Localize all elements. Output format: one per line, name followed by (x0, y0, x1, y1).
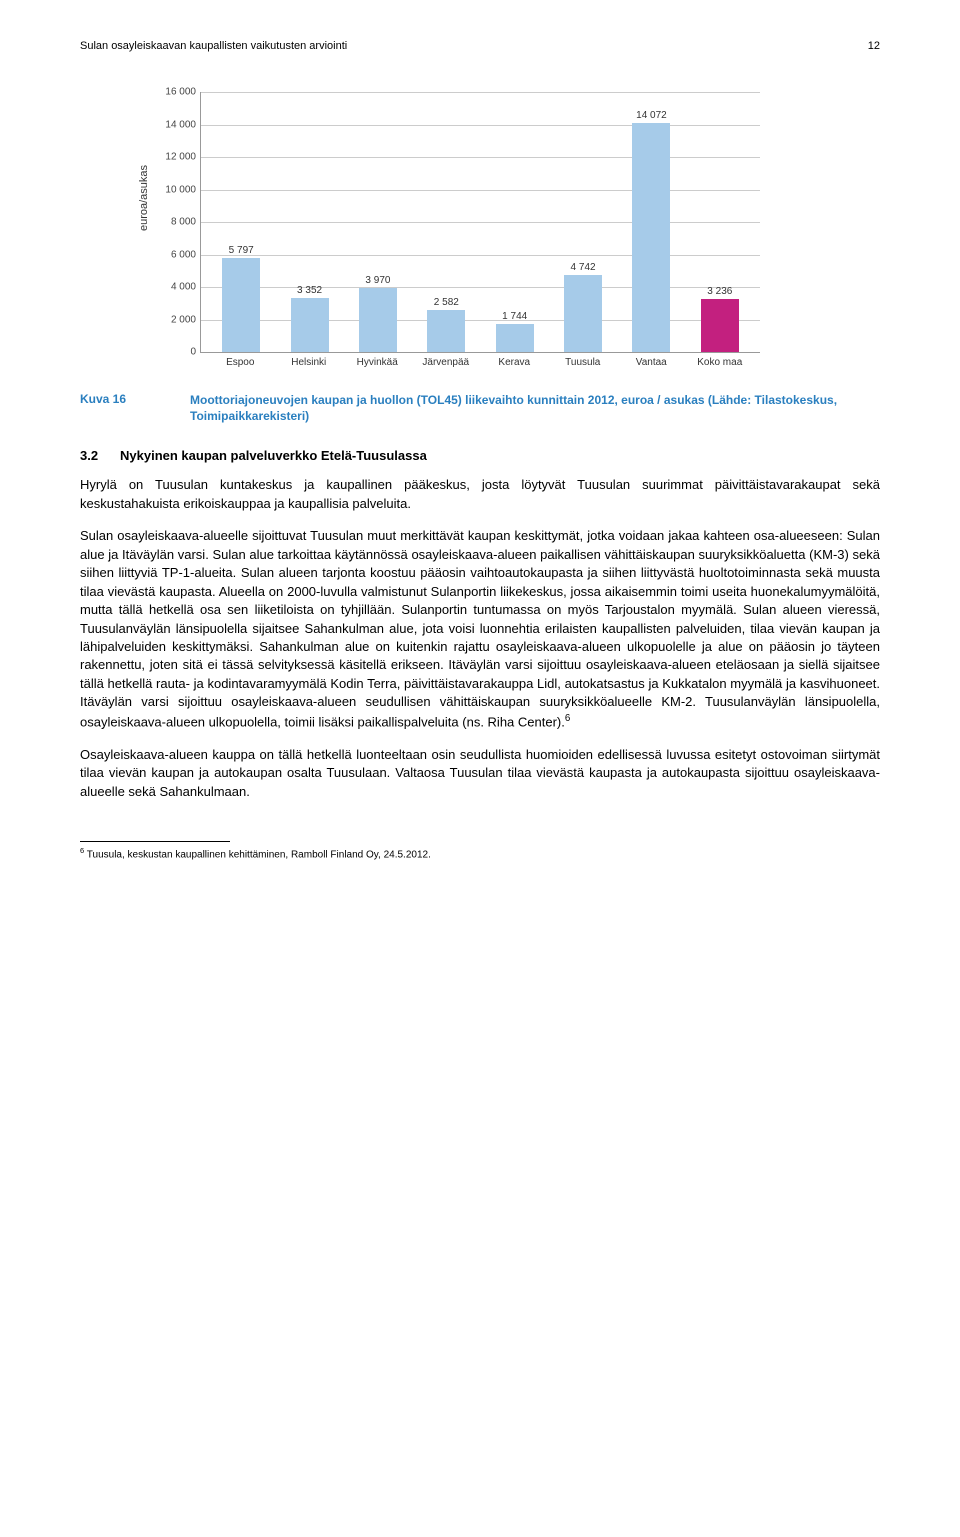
chart-plot-area: euroa/asukas 02 0004 0006 0008 00010 000… (200, 92, 760, 353)
chart-x-tick: Espoo (206, 357, 275, 368)
chart-bar (222, 258, 260, 352)
chart-y-title: euroa/asukas (138, 165, 150, 231)
header-pagenum: 12 (868, 40, 880, 52)
figure-caption-label: Kuva 16 (80, 392, 190, 424)
chart-bar-slot: 1 744 (481, 92, 549, 352)
section-title: Nykyinen kaupan palveluverkko Etelä-Tuus… (120, 448, 427, 463)
chart-bar-slot: 3 352 (275, 92, 343, 352)
paragraph-2: Sulan osayleiskaava-alueelle sijoittuvat… (80, 527, 880, 731)
chart-x-axis: EspooHelsinkiHyvinkääJärvenpääKeravaTuus… (200, 353, 760, 368)
page-header: Sulan osayleiskaavan kaupallisten vaikut… (80, 40, 880, 52)
chart-y-tick: 0 (151, 347, 196, 358)
figure-caption: Kuva 16 Moottoriajoneuvojen kaupan ja hu… (80, 392, 880, 424)
chart-y-tick: 8 000 (151, 217, 196, 228)
chart-y-axis: 02 0004 0006 0008 00010 00012 00014 0001… (151, 92, 196, 352)
chart-x-tick: Koko maa (686, 357, 755, 368)
footnote-text: Tuusula, keskustan kaupallinen kehittämi… (84, 849, 431, 860)
chart-bar-slot: 3 236 (686, 92, 754, 352)
chart-y-tick: 10 000 (151, 184, 196, 195)
footnote: 6 Tuusula, keskustan kaupallinen kehittä… (80, 846, 880, 860)
chart-y-tick: 14 000 (151, 119, 196, 130)
figure-caption-text: Moottoriajoneuvojen kaupan ja huollon (T… (190, 392, 880, 424)
chart-x-tick: Vantaa (617, 357, 686, 368)
chart-x-tick: Järvenpää (412, 357, 481, 368)
chart-bar-value-label: 3 970 (365, 275, 390, 286)
chart-bar (701, 299, 739, 352)
chart-x-tick: Helsinki (275, 357, 344, 368)
chart-bar (427, 310, 465, 352)
chart-bar-slot: 14 072 (617, 92, 685, 352)
chart-y-tick: 2 000 (151, 314, 196, 325)
paragraph-3: Osayleiskaava-alueen kauppa on tällä het… (80, 746, 880, 801)
chart-bar-value-label: 5 797 (229, 245, 254, 256)
header-title: Sulan osayleiskaavan kaupallisten vaikut… (80, 40, 347, 52)
section-number: 3.2 (80, 448, 120, 463)
chart-bar (632, 123, 670, 352)
chart-y-tick: 6 000 (151, 249, 196, 260)
chart-bar (291, 298, 329, 352)
chart-bar-value-label: 3 352 (297, 285, 322, 296)
chart-bar-value-label: 2 582 (434, 297, 459, 308)
chart-x-tick: Hyvinkää (343, 357, 412, 368)
chart-bars: 5 797 3 352 3 970 2 582 1 744 4 742 14 072 3 23… (201, 92, 760, 352)
paragraph-1: Hyrylä on Tuusulan kuntakeskus ja kaupal… (80, 476, 880, 513)
chart-bar-value-label: 4 742 (571, 262, 596, 273)
paragraph-2-text: Sulan osayleiskaava-alueelle sijoittuvat… (80, 528, 880, 729)
section-heading: 3.2 Nykyinen kaupan palveluverkko Etelä-… (80, 448, 880, 463)
revenue-chart: euroa/asukas 02 0004 0006 0008 00010 000… (200, 92, 760, 368)
chart-bar-value-label: 3 236 (707, 286, 732, 297)
chart-y-tick: 16 000 (151, 87, 196, 98)
chart-bar-slot: 2 582 (412, 92, 480, 352)
chart-bar-value-label: 14 072 (636, 110, 667, 121)
chart-bar (359, 288, 397, 353)
chart-bar-slot: 5 797 (207, 92, 275, 352)
chart-bar (496, 324, 534, 352)
chart-y-tick: 4 000 (151, 282, 196, 293)
chart-x-tick: Kerava (480, 357, 549, 368)
chart-bar-slot: 3 970 (344, 92, 412, 352)
chart-bar-slot: 4 742 (549, 92, 617, 352)
chart-x-tick: Tuusula (549, 357, 618, 368)
footnote-ref: 6 (565, 713, 570, 724)
chart-y-tick: 12 000 (151, 152, 196, 163)
chart-bar (564, 275, 602, 352)
footnote-rule (80, 841, 230, 842)
chart-bar-value-label: 1 744 (502, 311, 527, 322)
